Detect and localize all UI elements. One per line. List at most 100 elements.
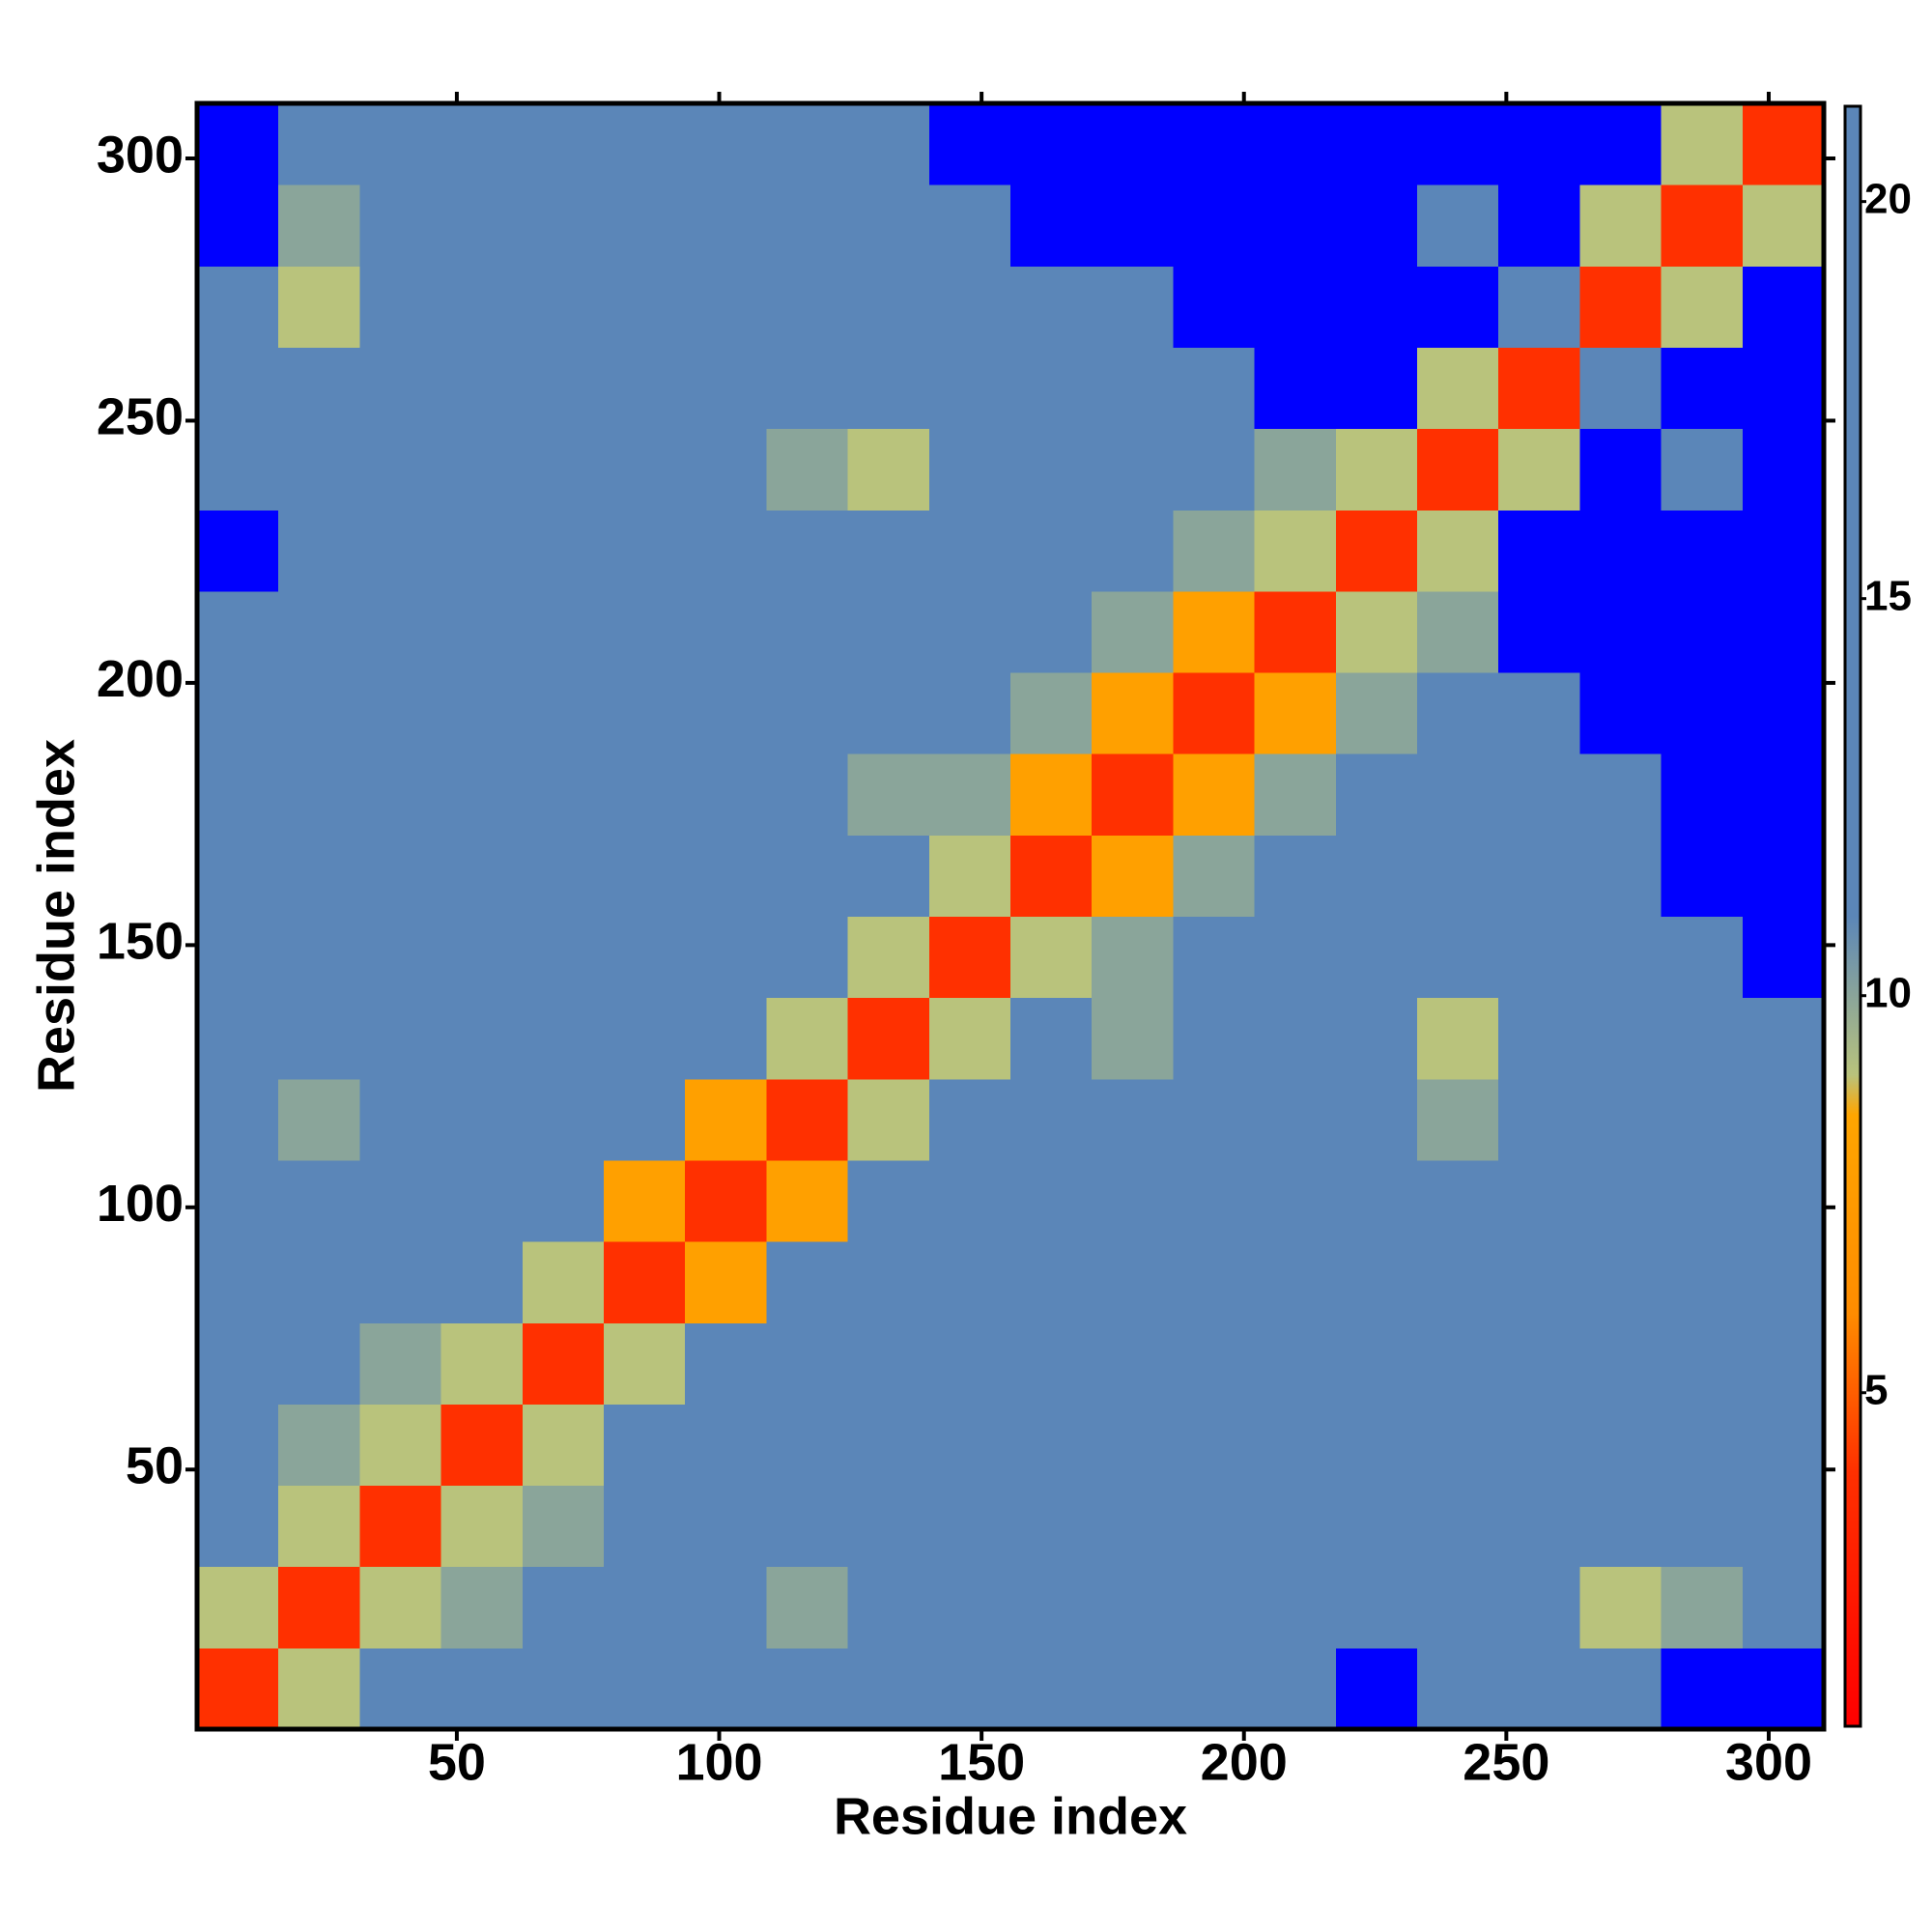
cell	[440, 672, 524, 754]
cell	[685, 916, 767, 999]
cell	[1335, 347, 1418, 430]
cell	[197, 590, 279, 673]
cell	[278, 1241, 360, 1323]
cell	[1579, 1647, 1662, 1730]
cell	[1417, 509, 1499, 592]
cell	[1742, 1647, 1825, 1730]
cell	[847, 103, 930, 185]
cell	[766, 185, 849, 267]
cell	[278, 103, 360, 185]
cell	[1579, 1078, 1662, 1161]
cell	[440, 185, 524, 267]
cell	[766, 835, 849, 917]
cell	[847, 835, 930, 917]
cell	[766, 753, 849, 836]
cell	[1498, 1078, 1580, 1161]
cell	[928, 1159, 1011, 1242]
cell	[278, 753, 360, 836]
cell	[1335, 753, 1418, 836]
cell	[928, 103, 1011, 185]
cell	[1661, 266, 1744, 348]
cell	[928, 1241, 1011, 1323]
cell	[1254, 1404, 1337, 1487]
cell	[197, 1485, 279, 1568]
cell	[685, 185, 767, 267]
cell	[1579, 997, 1662, 1080]
cell	[1010, 1322, 1093, 1405]
cell	[847, 1404, 930, 1487]
cell	[1579, 672, 1662, 754]
cell	[928, 1322, 1011, 1405]
heatmap-cells	[197, 103, 1825, 1730]
cell	[1173, 753, 1256, 836]
cell	[1173, 1322, 1256, 1405]
cell	[1173, 590, 1256, 673]
cell	[1173, 103, 1256, 185]
colorbar-tick-label: 10	[1864, 969, 1912, 1016]
cell	[1579, 509, 1662, 592]
cell	[685, 1485, 767, 1568]
cell	[847, 1078, 930, 1161]
cell	[1092, 1078, 1174, 1161]
cell	[1254, 185, 1337, 267]
cell	[1335, 1485, 1418, 1568]
cell	[1092, 835, 1174, 917]
cell	[1661, 428, 1744, 511]
cell	[1661, 347, 1744, 430]
cell	[359, 1485, 442, 1568]
colorbar	[1843, 104, 1862, 1728]
cell	[928, 997, 1011, 1080]
cell	[685, 266, 767, 348]
cell	[1417, 1404, 1499, 1487]
cell	[278, 266, 360, 348]
cell	[847, 1485, 930, 1568]
cell	[440, 428, 524, 511]
cell	[1092, 997, 1174, 1080]
cell	[440, 1485, 524, 1568]
cell	[1579, 1322, 1662, 1405]
cell	[928, 1566, 1011, 1649]
cell	[1092, 1241, 1174, 1323]
cell	[766, 1485, 849, 1568]
cell	[685, 103, 767, 185]
cell	[522, 1566, 605, 1649]
cell	[766, 1647, 849, 1730]
cell	[1254, 1566, 1337, 1649]
cell	[847, 672, 930, 754]
cell	[847, 185, 930, 267]
cell	[1335, 835, 1418, 917]
cell	[359, 672, 442, 754]
cell	[1010, 1159, 1093, 1242]
cell	[1579, 1566, 1662, 1649]
cell	[1417, 266, 1499, 348]
cell	[359, 509, 442, 592]
cell	[1742, 997, 1825, 1080]
cell	[1092, 1159, 1174, 1242]
cell	[766, 590, 849, 673]
cell	[1661, 1322, 1744, 1405]
cell	[847, 266, 930, 348]
cell	[1335, 997, 1418, 1080]
cell	[1661, 1566, 1744, 1649]
cell	[847, 753, 930, 836]
cell	[1498, 1566, 1580, 1649]
colorbar-tick-label: 20	[1864, 175, 1912, 222]
cell	[766, 672, 849, 754]
cell	[766, 347, 849, 430]
cell	[604, 509, 686, 592]
cell	[1335, 1159, 1418, 1242]
cell	[928, 1078, 1011, 1161]
cell	[1742, 509, 1825, 592]
cell	[359, 997, 442, 1080]
cell	[1661, 185, 1744, 267]
cell	[928, 590, 1011, 673]
cell	[847, 1159, 930, 1242]
cell	[197, 509, 279, 592]
colorbar-tick-label: 15	[1864, 572, 1912, 619]
cell	[1010, 835, 1093, 917]
cell	[685, 997, 767, 1080]
cell	[1498, 590, 1580, 673]
cell	[766, 1404, 849, 1487]
cell	[197, 1159, 279, 1242]
cell	[685, 1322, 767, 1405]
